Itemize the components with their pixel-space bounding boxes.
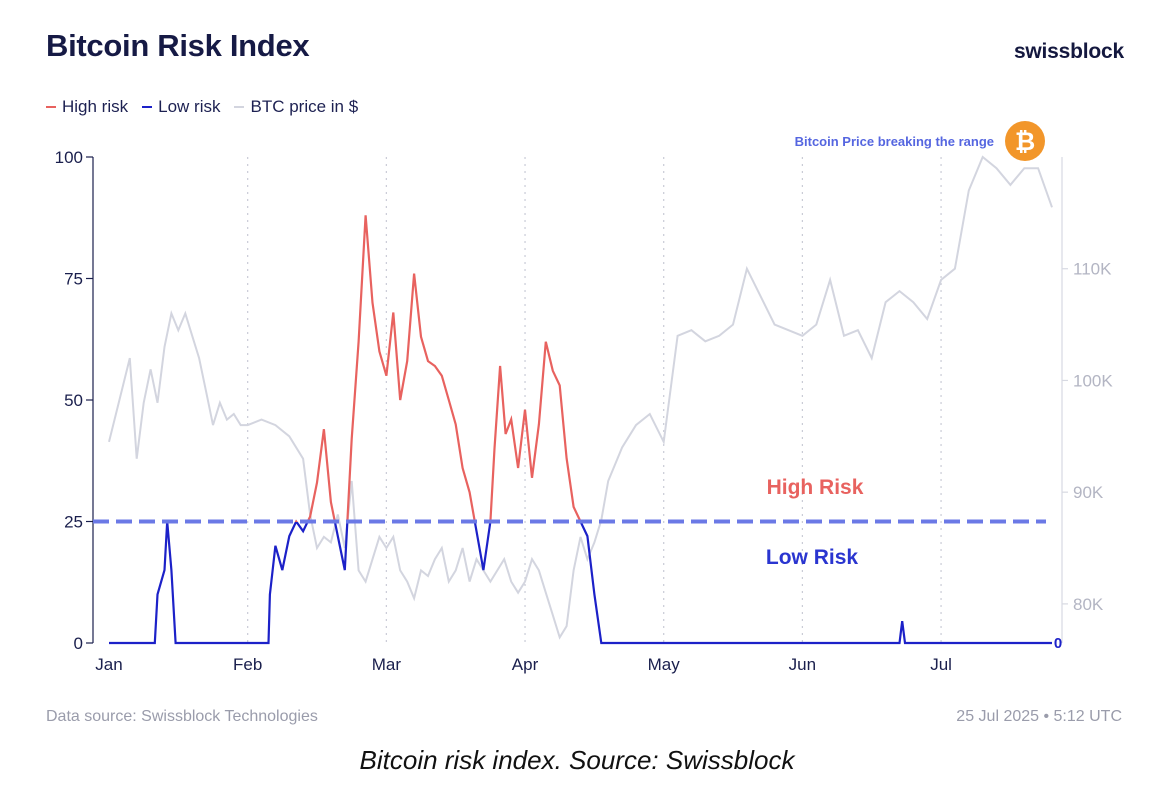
x-tick-jun: Jun xyxy=(789,655,816,674)
end-value-label: 0 xyxy=(1054,635,1062,652)
left-tick-75: 75 xyxy=(64,270,83,289)
high-risk-zone-label: High Risk xyxy=(767,476,864,499)
legend-item-high-risk: High risk xyxy=(46,97,128,117)
legend-item-low-risk: Low risk xyxy=(142,97,220,117)
legend-swatch-btc-price xyxy=(234,106,245,108)
x-tick-feb: Feb xyxy=(233,655,262,674)
low-risk-zone-label: Low Risk xyxy=(766,546,859,569)
left-tick-100: 100 xyxy=(55,148,83,167)
legend-swatch-high-risk xyxy=(46,106,56,108)
chart-legend: High risk Low risk BTC price in $ xyxy=(46,97,358,117)
x-tick-may: May xyxy=(648,655,681,674)
legend-item-btc-price: BTC price in $ xyxy=(234,97,358,117)
x-tick-jan: Jan xyxy=(95,655,122,674)
right-tick-100K: 100K xyxy=(1073,371,1113,390)
chart-title: Bitcoin Risk Index xyxy=(46,28,310,63)
data-source-note: Data source: Swissblock Technologies xyxy=(46,708,318,725)
chart-axes xyxy=(92,157,1063,643)
legend-label-low-risk: Low risk xyxy=(158,97,221,116)
legend-label-btc-price: BTC price in $ xyxy=(250,97,359,116)
x-tick-jul: Jul xyxy=(930,655,952,674)
bitcoin-icon: ₿ xyxy=(1005,121,1045,161)
month-gridlines xyxy=(247,157,942,643)
high-risk-line xyxy=(166,215,582,522)
left-tick-0: 0 xyxy=(74,634,83,653)
left-axis-ticks: 0 25 50 75 100 xyxy=(55,148,93,653)
left-tick-50: 50 xyxy=(64,391,83,410)
image-caption: Bitcoin risk index. Source: Swissblock xyxy=(359,745,795,775)
x-tick-apr: Apr xyxy=(512,655,539,674)
brand-logo: swissblock xyxy=(1013,40,1124,63)
btc-price-line xyxy=(108,155,1053,640)
svg-text:₿: ₿ xyxy=(1015,128,1035,156)
x-axis-ticks: Jan Feb Mar Apr May Jun Jul xyxy=(95,655,952,674)
left-tick-25: 25 xyxy=(64,513,83,532)
right-tick-90K: 90K xyxy=(1073,483,1104,502)
legend-swatch-low-risk xyxy=(142,106,153,108)
right-tick-110K: 110K xyxy=(1073,260,1112,279)
low-risk-line xyxy=(109,522,1052,645)
legend-label-high-risk: High risk xyxy=(62,97,129,116)
timestamp: 25 Jul 2025 • 5:12 UTC xyxy=(956,708,1122,725)
right-tick-80K: 80K xyxy=(1073,595,1104,614)
x-tick-mar: Mar xyxy=(372,655,402,674)
breakout-annotation: Bitcoin Price breaking the range xyxy=(795,134,994,149)
right-axis-ticks: 80K 90K 100K 110K xyxy=(1062,260,1113,614)
